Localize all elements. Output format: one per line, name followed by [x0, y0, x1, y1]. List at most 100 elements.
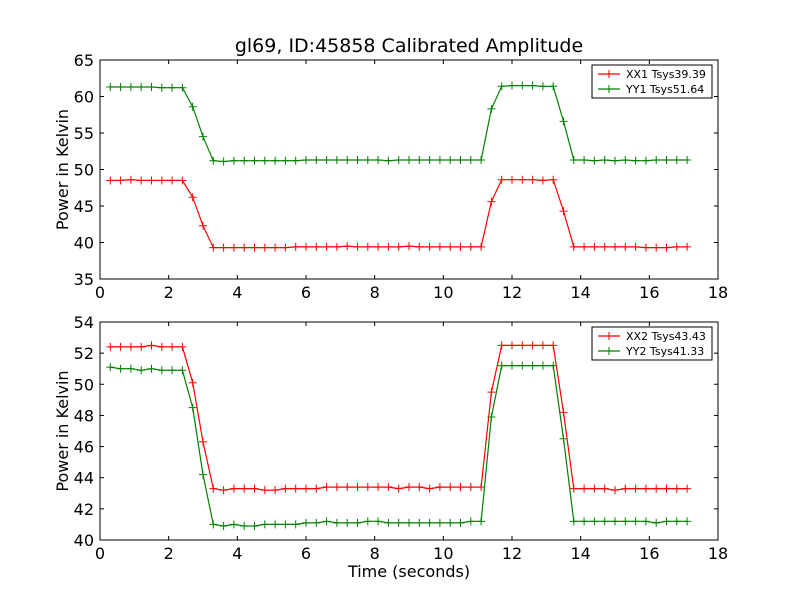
data-point: [415, 483, 424, 492]
data-point: [446, 156, 455, 165]
data-point: [157, 342, 166, 351]
legend-label: XX2 Tsys43.43: [626, 330, 706, 343]
data-point: [199, 470, 207, 479]
data-point: [446, 242, 455, 251]
legend-label: YY1 Tsys51.64: [625, 83, 704, 96]
y-tick-label: 50: [74, 161, 94, 180]
data-point: [157, 366, 166, 375]
data-point: [405, 156, 413, 165]
data-point: [538, 341, 547, 350]
data-point: [662, 243, 671, 252]
data-point: [384, 483, 393, 492]
x-tick-label: 6: [301, 283, 311, 302]
y-tick-label: 55: [74, 124, 94, 143]
data-point: [621, 242, 630, 251]
x-tick-label: 12: [502, 544, 522, 563]
data-point: [271, 156, 280, 165]
x-axis-label: Time (seconds): [347, 562, 470, 581]
data-point: [559, 408, 568, 417]
data-point: [600, 156, 609, 165]
x-tick-label: 8: [370, 544, 380, 563]
data-point: [425, 242, 434, 251]
data-point: [600, 242, 609, 251]
data-point: [281, 520, 290, 529]
data-point: [260, 520, 269, 529]
data-point: [353, 156, 362, 165]
data-point: [683, 156, 692, 165]
data-point: [168, 176, 177, 185]
data-point: [302, 518, 310, 527]
data-point: [209, 484, 218, 493]
data-point: [662, 517, 671, 526]
data-point: [446, 483, 455, 492]
x-tick-label: 16: [639, 544, 659, 563]
data-point: [353, 483, 362, 492]
data-point: [384, 242, 393, 251]
data-point: [415, 242, 424, 251]
data-point: [600, 517, 609, 526]
x-tick-label: 0: [95, 544, 105, 563]
data-point: [518, 341, 527, 350]
data-point: [611, 517, 619, 526]
data-point: [477, 517, 486, 526]
data-point: [271, 486, 280, 495]
data-point: [332, 156, 341, 165]
data-point: [363, 156, 372, 165]
legend-marker: [605, 70, 613, 78]
data-point: [518, 175, 527, 184]
legend-marker: [605, 347, 613, 355]
y-axis-label: Power in Kelvin: [53, 370, 72, 491]
data-point: [549, 82, 558, 91]
data-point: [363, 242, 372, 251]
data-point: [250, 521, 259, 530]
data-point: [559, 434, 568, 443]
data-point: [435, 518, 444, 527]
data-point: [322, 156, 331, 165]
data-point: [477, 483, 486, 492]
data-point: [569, 242, 578, 251]
y-tick-label: 40: [74, 234, 94, 253]
data-point: [291, 242, 300, 251]
data-point: [683, 242, 692, 251]
data-point: [157, 83, 166, 92]
data-point: [271, 520, 280, 529]
data-point: [580, 242, 589, 251]
data-point: [168, 366, 177, 375]
data-point: [363, 483, 372, 492]
data-point: [641, 484, 650, 493]
data-point: [332, 518, 341, 527]
data-point: [631, 484, 640, 493]
data-point: [229, 243, 238, 252]
data-point: [250, 243, 259, 252]
data-point: [229, 520, 238, 529]
data-point: [240, 521, 249, 530]
data-point: [611, 156, 619, 165]
data-point: [291, 520, 300, 529]
data-point: [374, 483, 383, 492]
y-tick-label: 54: [74, 313, 94, 332]
data-point: [569, 484, 578, 493]
data-point: [497, 175, 506, 184]
data-point: [384, 156, 393, 165]
data-point: [302, 156, 310, 165]
x-tick-label: 4: [232, 544, 242, 563]
data-point: [672, 517, 681, 526]
data-point: [477, 156, 486, 165]
data-point: [672, 242, 681, 251]
data-point: [456, 483, 465, 492]
y-tick-label: 60: [74, 88, 94, 107]
data-point: [291, 156, 300, 165]
data-point: [425, 156, 434, 165]
data-point: [621, 517, 630, 526]
data-point: [147, 83, 156, 92]
data-point: [260, 156, 269, 165]
data-point: [538, 361, 547, 370]
y-tick-label: 40: [74, 531, 94, 550]
data-point: [405, 242, 413, 251]
data-point: [518, 361, 527, 370]
data-point: [374, 156, 383, 165]
data-point: [137, 366, 146, 375]
legend-marker: [605, 332, 613, 340]
data-point: [302, 484, 310, 493]
data-point: [631, 517, 640, 526]
